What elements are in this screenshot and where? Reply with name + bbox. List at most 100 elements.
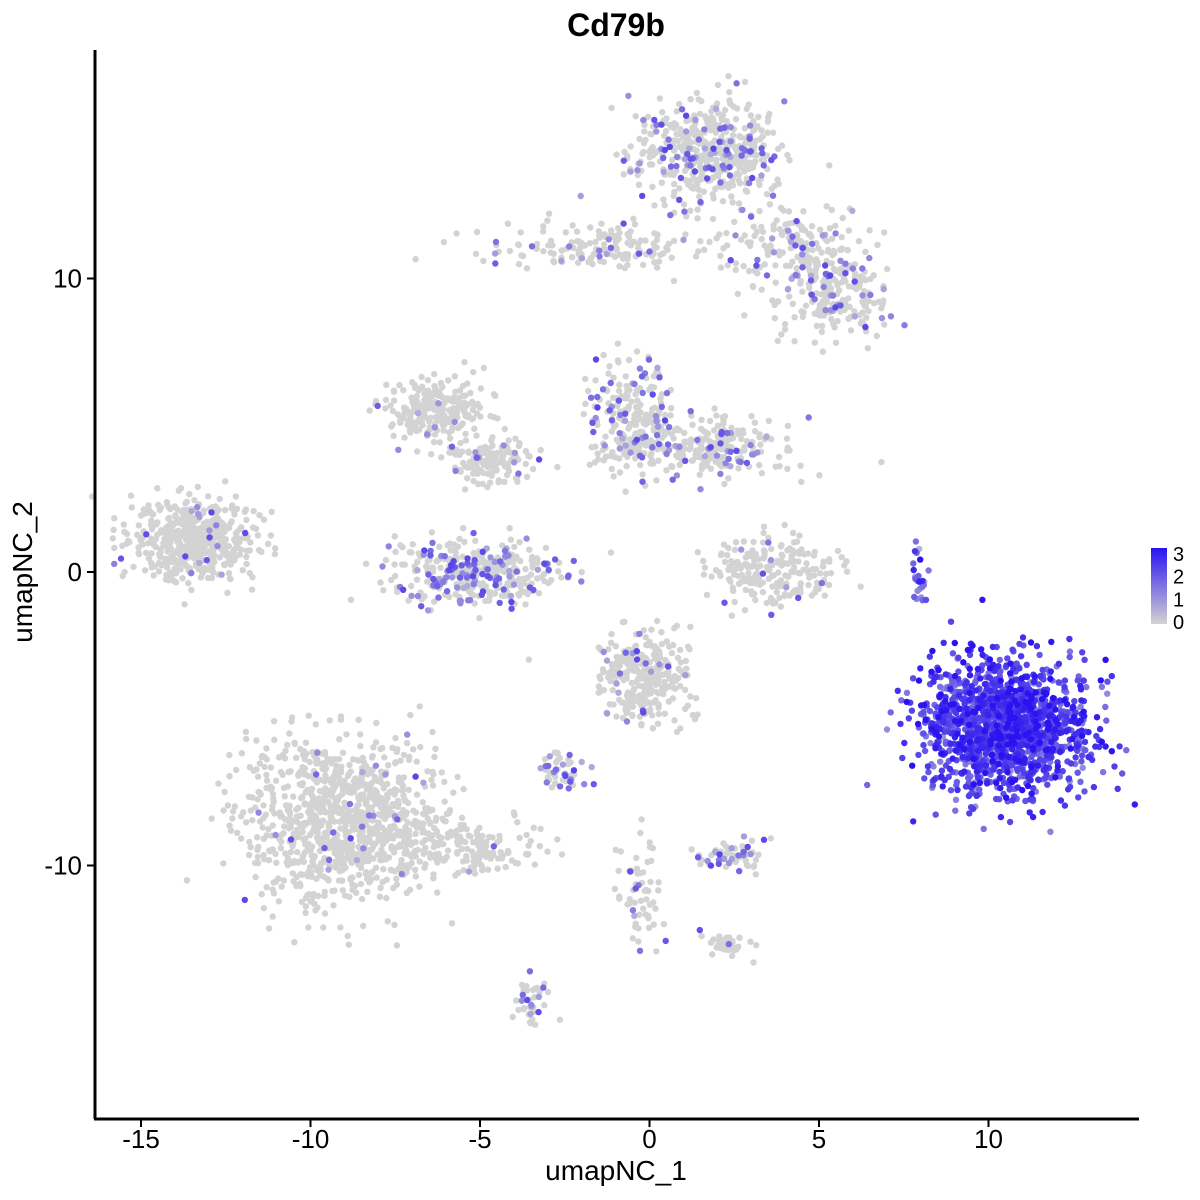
cell-point bbox=[302, 835, 309, 842]
cell-point bbox=[595, 683, 603, 690]
cell-point bbox=[440, 817, 447, 824]
cell-point bbox=[703, 115, 710, 123]
cell-point bbox=[608, 452, 615, 460]
cell-point bbox=[675, 665, 682, 673]
cell-point bbox=[428, 401, 435, 408]
cell-point bbox=[304, 873, 312, 880]
cell-point bbox=[714, 163, 721, 170]
cell-point bbox=[453, 446, 460, 454]
cell-point bbox=[185, 580, 192, 587]
cell-point bbox=[636, 911, 643, 918]
cell-point bbox=[952, 796, 960, 803]
cell-point bbox=[473, 432, 480, 439]
cell-point bbox=[418, 383, 426, 390]
cell-point bbox=[282, 747, 289, 755]
cell-point bbox=[613, 247, 620, 254]
cell-point bbox=[257, 789, 264, 797]
cell-point bbox=[630, 215, 637, 222]
cell-point bbox=[636, 630, 643, 638]
cell-point bbox=[311, 811, 318, 819]
cell-point bbox=[488, 472, 495, 479]
cell-point bbox=[788, 555, 795, 562]
cell-point bbox=[431, 824, 438, 832]
cell-point bbox=[446, 435, 454, 442]
cell-point bbox=[289, 843, 296, 850]
cell-point bbox=[389, 407, 397, 415]
cell-point bbox=[156, 553, 164, 560]
cell-point bbox=[477, 467, 484, 474]
cell-point bbox=[343, 731, 350, 738]
cell-point bbox=[135, 544, 142, 551]
cell-point bbox=[167, 544, 174, 551]
cell-point bbox=[256, 760, 263, 767]
cell-point bbox=[758, 223, 765, 231]
cell-point bbox=[368, 787, 375, 794]
cell-point bbox=[607, 668, 614, 675]
cell-point bbox=[436, 543, 443, 550]
cell-point bbox=[495, 855, 502, 862]
cell-point bbox=[258, 891, 265, 898]
cell-point bbox=[669, 641, 677, 649]
cell-point bbox=[360, 759, 368, 766]
cell-point bbox=[870, 300, 878, 307]
cell-point bbox=[431, 370, 438, 378]
cell-point bbox=[337, 924, 344, 931]
cell-point bbox=[392, 760, 399, 767]
cell-point bbox=[492, 392, 499, 399]
cell-point bbox=[667, 412, 674, 419]
cell-point bbox=[110, 526, 117, 533]
cell-point bbox=[622, 488, 629, 495]
cell-point bbox=[440, 578, 447, 585]
cell-point bbox=[504, 220, 512, 227]
cell-point bbox=[732, 115, 740, 123]
cell-point bbox=[758, 145, 765, 152]
cell-point bbox=[427, 820, 434, 827]
cell-point bbox=[263, 771, 270, 779]
cell-point bbox=[901, 322, 908, 329]
cell-point bbox=[534, 559, 541, 566]
cell-point bbox=[663, 638, 670, 645]
cell-point bbox=[599, 386, 607, 393]
cell-point bbox=[562, 229, 569, 236]
cell-point bbox=[408, 592, 415, 599]
cell-point bbox=[181, 601, 188, 608]
cell-point bbox=[632, 391, 639, 398]
cell-point bbox=[456, 387, 464, 394]
cell-point bbox=[431, 598, 438, 605]
cell-point bbox=[653, 236, 661, 244]
cell-point bbox=[459, 553, 466, 560]
cell-point bbox=[758, 235, 765, 243]
cell-point bbox=[663, 684, 670, 691]
cell-point bbox=[714, 170, 722, 177]
cell-point bbox=[636, 160, 643, 167]
cell-point bbox=[855, 237, 863, 245]
cell-point bbox=[673, 153, 681, 161]
cell-point bbox=[389, 421, 396, 428]
cell-point bbox=[735, 200, 743, 207]
cell-point bbox=[745, 179, 753, 187]
cell-point bbox=[698, 175, 705, 182]
cell-point bbox=[629, 935, 636, 942]
cell-point bbox=[737, 134, 745, 141]
cell-point bbox=[284, 783, 292, 790]
cell-point bbox=[254, 859, 262, 867]
cell-point bbox=[704, 458, 711, 466]
cell-point bbox=[729, 182, 737, 189]
cell-point bbox=[416, 858, 423, 865]
cell-point bbox=[248, 586, 256, 593]
scatter-points bbox=[88, 73, 1139, 1028]
cell-point bbox=[411, 847, 419, 855]
cell-point bbox=[592, 414, 599, 422]
cell-point bbox=[559, 247, 566, 254]
cell-point bbox=[735, 852, 742, 859]
cell-point bbox=[600, 668, 607, 676]
cell-point bbox=[740, 538, 748, 545]
cell-point bbox=[221, 788, 228, 796]
cell-point bbox=[313, 875, 320, 882]
cell-point bbox=[584, 387, 592, 395]
cell-point bbox=[331, 846, 338, 853]
cell-point bbox=[769, 297, 776, 304]
cell-point bbox=[750, 223, 757, 230]
cell-point bbox=[454, 543, 462, 550]
cell-point bbox=[823, 203, 830, 210]
